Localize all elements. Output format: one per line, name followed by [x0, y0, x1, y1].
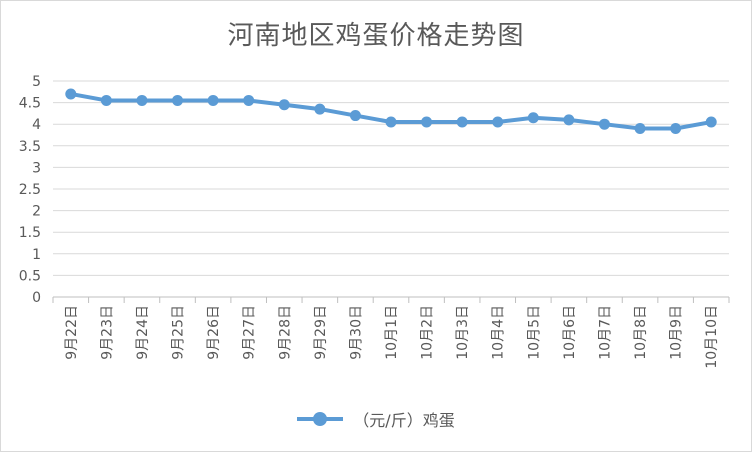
- x-tick-label: 9月22日: [64, 305, 80, 360]
- x-tick-label: 10月4日: [491, 305, 507, 360]
- data-point: [100, 94, 112, 106]
- chart-title: 河南地区鸡蛋价格走势图: [227, 21, 525, 51]
- data-point: [492, 116, 504, 128]
- y-tick-label: 1.5: [19, 225, 41, 241]
- legend-label: （元/斤）鸡蛋: [353, 411, 455, 430]
- data-point: [670, 123, 682, 135]
- data-point: [207, 94, 219, 106]
- y-tick-label: 4: [32, 117, 41, 133]
- data-point: [349, 110, 361, 122]
- x-tick-label: 10月10日: [704, 305, 720, 369]
- y-tick-label: 1: [32, 247, 41, 263]
- data-point: [136, 94, 148, 106]
- x-tick-label: 10月9日: [669, 305, 685, 360]
- x-tick-label: 9月28日: [277, 305, 293, 360]
- x-tick-label: 10月3日: [455, 305, 471, 360]
- x-tick-label: 9月25日: [171, 305, 187, 360]
- y-tick-label: 2: [32, 204, 41, 220]
- y-tick-label: 5: [32, 74, 41, 90]
- x-tick-label: 9月29日: [313, 305, 329, 360]
- data-point: [456, 116, 468, 128]
- data-point: [634, 123, 646, 135]
- x-tick-label: 10月2日: [420, 305, 436, 360]
- data-point: [527, 112, 539, 124]
- x-tick-label: 9月26日: [206, 305, 222, 360]
- y-tick-label: 0: [32, 290, 41, 306]
- data-point: [278, 99, 290, 111]
- data-point: [172, 94, 184, 106]
- data-point: [65, 88, 77, 100]
- x-tick-label: 10月5日: [526, 305, 542, 360]
- data-point: [421, 116, 433, 128]
- y-tick-label: 0.5: [19, 268, 41, 284]
- y-tick-label: 3: [32, 160, 41, 176]
- legend-marker: [297, 412, 344, 426]
- x-tick-label: 10月7日: [597, 305, 613, 360]
- x-tick-label: 9月24日: [135, 305, 151, 360]
- data-point: [385, 116, 397, 128]
- y-tick-label: 4.5: [19, 96, 41, 112]
- x-tick-label: 10月8日: [633, 305, 649, 360]
- x-tick-label: 10月6日: [562, 305, 578, 360]
- data-point: [563, 114, 575, 126]
- data-point: [598, 118, 610, 130]
- x-tick-label: 9月23日: [99, 305, 115, 360]
- y-tick-label: 3.5: [19, 139, 41, 155]
- x-tick-label: 9月27日: [242, 305, 258, 360]
- data-point: [243, 94, 255, 106]
- y-tick-label: 2.5: [19, 182, 41, 198]
- legend: （元/斤）鸡蛋: [1, 407, 751, 431]
- x-tick-label: 10月1日: [384, 305, 400, 360]
- data-point: [705, 116, 717, 128]
- x-tick-label: 9月30日: [348, 305, 364, 360]
- data-point: [314, 103, 326, 115]
